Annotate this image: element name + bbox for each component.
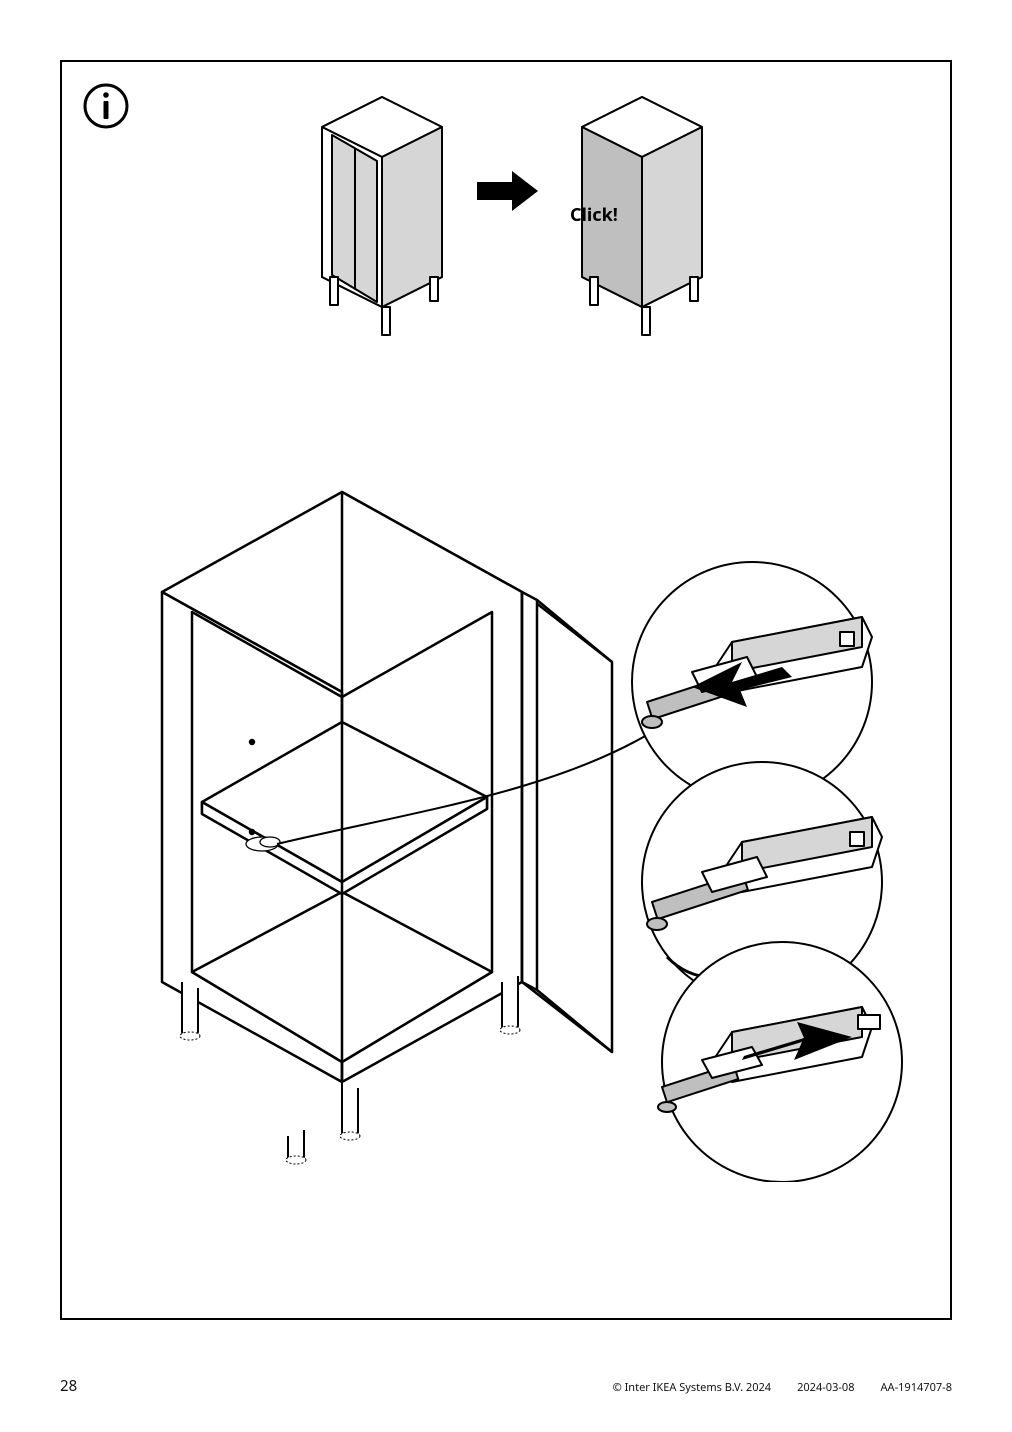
top-sequence-panel: Click! <box>282 87 762 347</box>
main-illustration <box>92 462 922 1182</box>
doc-id: AA-1914707-8 <box>881 1380 952 1395</box>
instruction-page: Click! <box>60 60 952 1320</box>
cabinet-open <box>162 492 612 1164</box>
copyright-text: © Inter IKEA Systems B.V. 2024 <box>613 1380 772 1395</box>
click-label: Click! <box>570 203 618 227</box>
page-number: 28 <box>60 1376 77 1396</box>
info-icon <box>82 82 130 130</box>
cabinet-before <box>322 97 442 335</box>
page-footer: 28 © Inter IKEA Systems B.V. 2024 2024-0… <box>60 1376 952 1396</box>
doc-date: 2024-03-08 <box>797 1380 854 1395</box>
sequence-arrow-icon <box>477 171 538 211</box>
